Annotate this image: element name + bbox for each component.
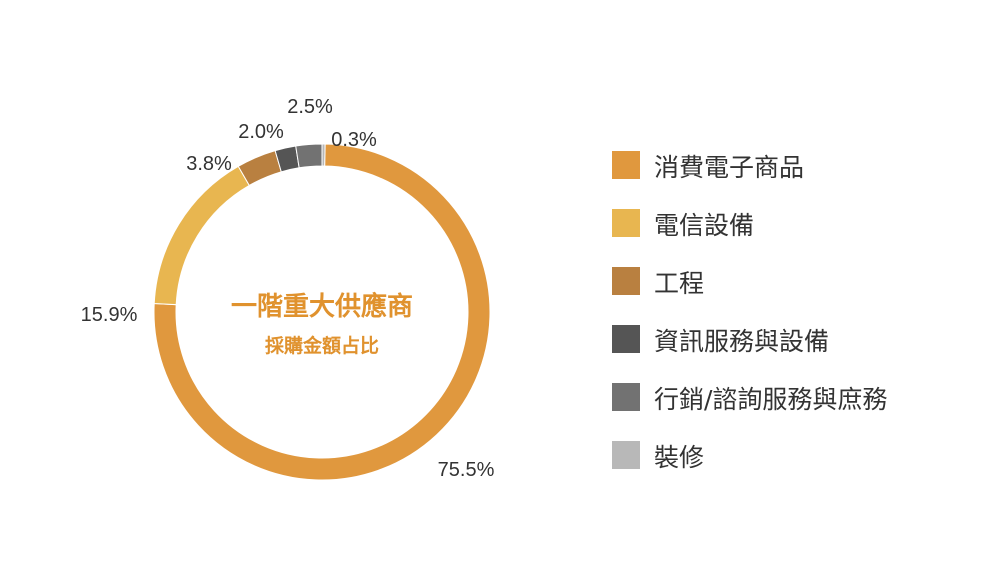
- value-label-renovation: 0.3%: [331, 129, 377, 151]
- value-label-engineering: 3.8%: [186, 153, 232, 175]
- legend-item-it-services: 資訊服務與設備: [612, 316, 972, 374]
- value-label-it-services: 2.0%: [238, 121, 284, 143]
- legend: 消費電子商品 電信設備 工程 資訊服務與設備 行銷/諮詢服務與庶務 裝修: [612, 142, 972, 490]
- value-label-telecom-equipment: 15.9%: [81, 304, 138, 326]
- legend-label: 行銷/諮詢服務與庶務: [654, 385, 888, 414]
- legend-swatch: [612, 441, 640, 469]
- legend-item-marketing-services: 行銷/諮詢服務與庶務: [612, 374, 972, 432]
- chart-title: 一階重大供應商: [231, 291, 413, 322]
- legend-label: 裝修: [654, 443, 705, 472]
- legend-item-engineering: 工程: [612, 258, 972, 316]
- value-label-consumer-electronics: 75.5%: [438, 459, 495, 481]
- legend-label: 消費電子商品: [654, 153, 805, 182]
- legend-label: 工程: [654, 269, 705, 298]
- legend-swatch: [612, 209, 640, 237]
- legend-item-renovation: 裝修: [612, 432, 972, 490]
- slice-marketing-services: [295, 143, 323, 169]
- donut-value-labels: 75.5% 15.9% 3.8% 2.0%2.5% 0.3%: [81, 96, 495, 481]
- legend-swatch: [612, 325, 640, 353]
- donut-slices: [153, 143, 491, 481]
- legend-swatch: [612, 151, 640, 179]
- value-label-marketing-services: 2.5%: [287, 96, 333, 118]
- chart-subtitle: 採購金額占比: [265, 334, 379, 357]
- legend-item-telecom-equipment: 電信設備: [612, 200, 972, 258]
- slice-telecom-equipment: [153, 165, 250, 306]
- legend-item-consumer-electronics: 消費電子商品: [612, 142, 972, 200]
- slice-consumer-electronics: [153, 143, 491, 481]
- legend-swatch: [612, 267, 640, 295]
- legend-swatch: [612, 383, 640, 411]
- legend-label: 電信設備: [654, 211, 755, 240]
- legend-label: 資訊服務與設備: [654, 327, 830, 356]
